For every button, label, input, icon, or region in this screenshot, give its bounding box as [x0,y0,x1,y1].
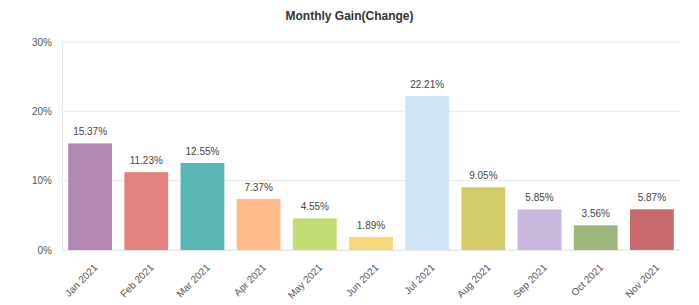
x-tick: Sep 2021 [511,250,549,300]
y-tick: 0% [38,245,62,256]
bar [293,218,337,250]
data-label: 22.21% [410,79,444,90]
x-tick-label: Oct 2021 [569,261,606,298]
x-tick: Jul 2021 [402,250,437,296]
bar [574,225,618,250]
grid-line [62,42,680,43]
y-tick: 10% [32,175,62,186]
data-label: 4.55% [301,201,329,212]
grid [62,42,680,250]
bar [405,96,449,250]
bar [518,209,562,250]
x-tick: Apr 2021 [232,250,269,298]
data-label: 11.23% [130,155,163,166]
x-tick: May 2021 [286,250,325,301]
bar [68,143,112,250]
y-tick-label: 30% [32,37,52,48]
bar [461,187,505,250]
x-tick: Jun 2021 [344,250,381,299]
data-label: 9.05% [469,170,497,181]
y-tick: 30% [32,37,62,48]
y-axis-line [62,43,63,251]
data-label: 7.37% [244,182,272,193]
bar [349,237,393,250]
data-label: 12.55% [185,146,219,157]
data-label: 15.37% [73,126,107,137]
y-axis: 0% 10% 20% 30% [32,37,63,256]
y-tick-label: 20% [32,106,52,117]
x-tick-label: May 2021 [286,261,325,300]
x-tick-label: Jun 2021 [344,261,381,298]
x-axis: Jan 2021 Feb 2021 Mar 2021 Apr 2021 May 2021… [63,250,681,301]
y-tick: 20% [32,106,62,117]
y-tick-label: 0% [38,245,53,256]
x-tick-label: Feb 2021 [118,261,156,299]
bar [630,209,674,250]
x-axis-line [63,250,681,251]
bar [181,163,225,250]
data-label: 1.89% [357,220,385,231]
data-label: 3.56% [582,208,610,219]
bar [124,172,168,250]
x-tick: Aug 2021 [455,250,493,300]
x-tick-label: Apr 2021 [232,261,269,298]
x-tick-label: Sep 2021 [511,261,549,299]
x-tick: Mar 2021 [174,250,212,299]
x-tick-label: Aug 2021 [455,261,493,299]
y-tick-label: 10% [32,175,52,186]
x-tick-label: Jan 2021 [63,261,100,298]
grid-line [62,111,680,112]
data-label: 5.85% [525,192,553,203]
x-tick: Feb 2021 [118,250,156,299]
x-tick: Jan 2021 [63,250,100,299]
data-labels: 15.37% 11.23% 12.55% 7.37% 4.55% 1.89% 22.21% 9… [73,79,666,231]
x-tick: Oct 2021 [569,250,606,298]
data-label: 5.87% [638,192,666,203]
x-tick-label: Nov 2021 [623,261,661,299]
x-tick-label: Jul 2021 [402,261,437,296]
x-tick-label: Mar 2021 [174,261,212,299]
bars [68,96,674,250]
title: Monthly Gain(Change) [286,9,414,23]
x-tick: Nov 2021 [623,250,661,300]
chart: Monthly Gain(Change) 0% 10% 20% 30% Jan 2021 F… [0,0,699,305]
bar [237,199,281,250]
